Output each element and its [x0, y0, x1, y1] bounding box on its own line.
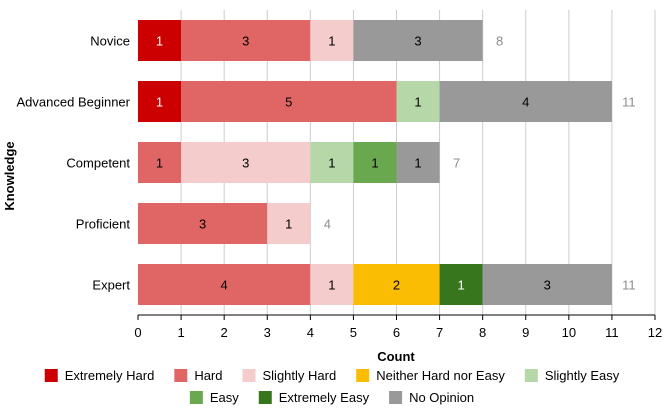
x-tick-label: 7 — [436, 325, 443, 340]
segment-value-label: 1 — [285, 217, 292, 232]
legend-label: Slightly Hard — [263, 368, 337, 383]
segment-value-label: 1 — [414, 95, 421, 110]
segment-value-label: 1 — [414, 156, 421, 171]
legend-swatch — [258, 391, 272, 404]
segment-value-label: 5 — [285, 95, 292, 110]
legend-swatch — [189, 391, 203, 404]
axes: Novice Advanced Beginner Competent Proficie… — [17, 34, 663, 341]
segment-value-label: 3 — [199, 217, 206, 232]
segment-value-label: 1 — [156, 34, 163, 49]
x-tick-label: 6 — [393, 325, 400, 340]
legend-swatch — [356, 369, 370, 382]
x-tick-label: 1 — [177, 325, 184, 340]
bar-total-label: 11 — [622, 95, 636, 110]
bar-segment — [138, 81, 182, 122]
y-tick-label: Proficient — [76, 217, 131, 232]
legend: Extremely Hard Hard Slightly Hard Neither H… — [44, 368, 620, 405]
bar-segment — [396, 142, 440, 183]
x-tick-label: 4 — [307, 325, 314, 340]
legend-label: Neither Hard nor Easy — [376, 368, 505, 383]
bar-segment — [310, 20, 354, 61]
segment-value-label: 1 — [156, 95, 163, 110]
bar-segment — [181, 142, 311, 183]
segment-value-label: 1 — [458, 278, 465, 293]
bar-segment — [353, 20, 483, 61]
bars: 1 3 1 3 81 5 1 4 111 3 1 1 1 73 1 44 1 2 1 3 11 — [138, 20, 636, 305]
bar-segment — [396, 81, 440, 122]
bar-segment — [267, 203, 311, 244]
legend-label: No Opinion — [409, 390, 474, 405]
bar-segment — [482, 264, 612, 305]
x-tick-label: 9 — [522, 325, 529, 340]
x-tick-label: 5 — [350, 325, 357, 340]
x-tick-label: 10 — [562, 325, 576, 340]
bar-segment — [181, 20, 311, 61]
legend-label: Slightly Easy — [545, 368, 620, 383]
segment-value-label: 3 — [544, 278, 551, 293]
y-tick-label: Competent — [66, 156, 130, 171]
segment-value-label: 3 — [414, 34, 421, 49]
bar-total-label: 4 — [324, 217, 331, 232]
bar-segment — [310, 142, 354, 183]
segment-value-label: 4 — [221, 278, 228, 293]
legend-swatch — [389, 391, 403, 404]
bar-segment — [439, 81, 612, 122]
segment-value-label: 4 — [522, 95, 529, 110]
segment-value-label: 1 — [156, 156, 163, 171]
segment-value-label: 3 — [242, 34, 249, 49]
bar-segment — [353, 264, 440, 305]
x-axis-title: Count — [377, 349, 415, 364]
legend-swatch — [174, 369, 188, 382]
segment-value-label: 1 — [328, 34, 335, 49]
x-tick-label: 8 — [479, 325, 486, 340]
bar-segment — [138, 20, 182, 61]
y-tick-label: Advanced Beginner — [17, 95, 131, 110]
bar-segment — [310, 264, 354, 305]
y-tick-label: Expert — [92, 278, 130, 293]
y-tick-label: Novice — [90, 34, 130, 49]
x-tick-label: 3 — [264, 325, 271, 340]
segment-value-label: 2 — [393, 278, 400, 293]
segment-value-label: 1 — [328, 156, 335, 171]
bar-segment — [439, 264, 483, 305]
legend-label: Extremely Hard — [65, 368, 155, 383]
bar-segment — [138, 203, 268, 244]
legend-label: Hard — [194, 368, 222, 383]
segment-value-label: 1 — [371, 156, 378, 171]
bar-segment — [138, 264, 311, 305]
legend-swatch — [524, 369, 538, 382]
x-tick-label: 12 — [648, 325, 662, 340]
legend-label: Easy — [210, 390, 239, 405]
legend-label: Extremely Easy — [279, 390, 370, 405]
bar-total-label: 8 — [496, 34, 503, 49]
legend-swatch — [242, 369, 256, 382]
bar-total-label: 11 — [622, 278, 636, 293]
segment-value-label: 3 — [242, 156, 249, 171]
x-tick-label: 11 — [605, 325, 619, 340]
bar-segment — [181, 81, 397, 122]
x-tick-label: 0 — [134, 325, 141, 340]
y-axis-title: Knowledge — [2, 141, 17, 210]
bar-segment — [353, 142, 397, 183]
segment-value-label: 1 — [328, 278, 335, 293]
bar-total-label: 7 — [453, 156, 460, 171]
bar-segment — [138, 142, 182, 183]
x-tick-label: 2 — [221, 325, 228, 340]
legend-swatch — [44, 369, 58, 382]
